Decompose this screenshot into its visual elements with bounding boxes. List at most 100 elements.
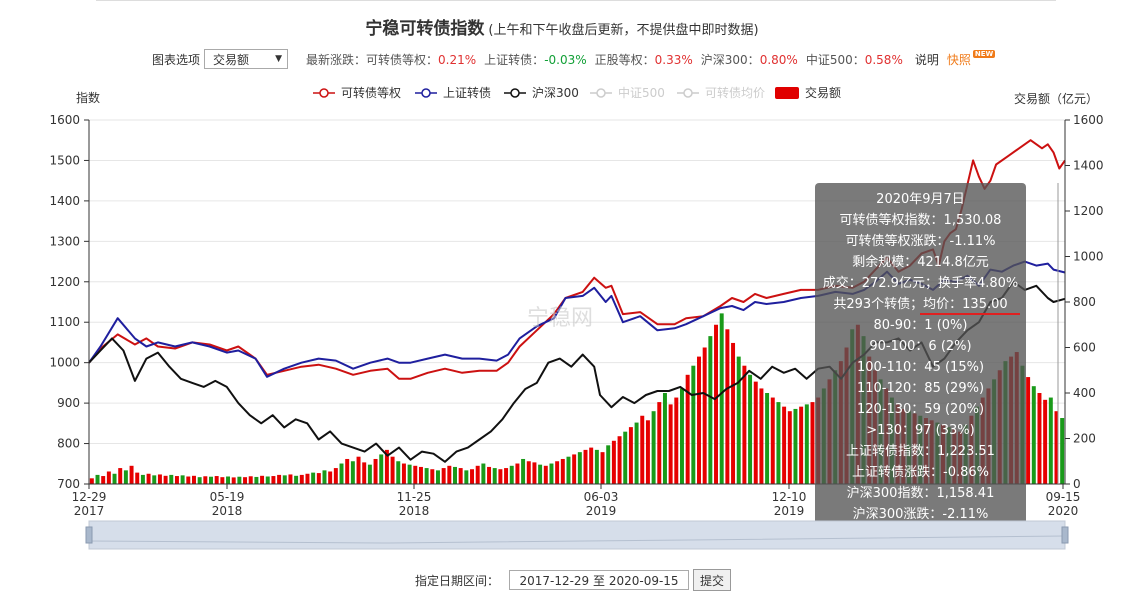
tooltip-box: [815, 183, 1026, 527]
volume-bar: [697, 356, 701, 484]
slider-track[interactable]: [88, 520, 1066, 550]
volume-bar: [1048, 397, 1053, 484]
volume-bar: [583, 449, 588, 484]
volume-bar: [594, 449, 599, 484]
tooltip-line: 上证转债指数：1,223.51: [846, 444, 995, 459]
volume-bar: [549, 463, 554, 484]
chart-options-select[interactable]: 交易额 ▼: [204, 49, 289, 69]
legend-swatch: [775, 87, 799, 99]
volume-bar: [628, 427, 633, 484]
y-left-tick-label: 1000: [49, 356, 80, 370]
volume-bar: [396, 461, 401, 484]
volume-bar: [322, 470, 327, 484]
volume-bar: [401, 463, 406, 484]
volume-bar: [135, 472, 140, 484]
date-range-input[interactable]: 2017-12-29 至 2020-09-15: [509, 570, 690, 590]
change-label: 中证500：: [805, 52, 865, 67]
title-row: 宁稳可转债指数 (上午和下午收盘后更新，不提供盘中即时数据): [0, 14, 1124, 39]
y-right-tick-label: 1200: [1073, 204, 1104, 218]
volume-bar: [464, 470, 469, 484]
tooltip-line: 沪深300涨跌：-2.11%: [853, 506, 989, 522]
tooltip-line: 共293个转债；均价：135.00: [833, 297, 1007, 312]
legend-label: 上证转债: [443, 85, 491, 100]
slider-handle[interactable]: [1061, 526, 1069, 544]
volume-bar: [373, 458, 378, 484]
x-tick-year: 2019: [774, 504, 805, 518]
volume-bar: [521, 458, 526, 484]
y-left-tick-label: 1200: [49, 275, 80, 289]
tooltip-line: 可转债等权指数：1,530.08: [840, 212, 1002, 228]
change-label: 上证转债：: [484, 52, 545, 67]
volume-bar: [260, 475, 265, 484]
volume-bar: [753, 381, 758, 484]
volume-bar: [209, 476, 213, 484]
volume-bar: [736, 356, 741, 484]
date-range-row: 指定日期区间： 2017-12-29 至 2020-09-15 提交: [415, 569, 732, 591]
volume-bar: [447, 465, 452, 484]
x-tick-label: 12-29: [72, 490, 107, 504]
volume-bar: [435, 470, 440, 484]
volume-bar: [538, 464, 543, 484]
volume-bar: [498, 469, 503, 484]
volume-bar: [611, 440, 616, 484]
volume-bar: [203, 476, 208, 484]
volume-bar: [577, 452, 582, 484]
volume-bar: [367, 464, 372, 484]
volume-bar: [248, 476, 253, 484]
volume-bar: [390, 456, 395, 484]
volume-bar: [384, 449, 389, 484]
y-left-tick-label: 1400: [49, 194, 80, 208]
volume-bar: [197, 477, 202, 484]
slider-handle[interactable]: [85, 526, 93, 544]
dropdown-arrow-icon: ▼: [275, 54, 283, 64]
latest-change-label: 最新涨跌：: [306, 52, 367, 67]
volume-bar: [214, 476, 219, 484]
volume-bar: [157, 474, 162, 484]
volume-bar: [725, 329, 730, 484]
volume-bar: [265, 476, 270, 484]
volume-bar: [169, 474, 174, 484]
volume-bar: [662, 393, 667, 484]
volume-bar: [492, 468, 497, 484]
volume-bar: [95, 474, 100, 484]
volume-bar: [560, 458, 565, 484]
volume-bar: [254, 476, 259, 484]
volume-bar: [123, 470, 128, 484]
volume-bar: [231, 477, 236, 484]
volume-bar: [759, 388, 764, 484]
volume-bar: [418, 466, 423, 484]
volume-bar: [719, 313, 724, 484]
volume-bar: [804, 404, 809, 484]
x-tick-label: 12-10: [772, 490, 807, 504]
volume-bar: [118, 468, 123, 484]
volume-bar: [174, 476, 179, 484]
volume-bar: [623, 431, 628, 484]
volume-bar: [328, 471, 333, 484]
volume-bar: [1060, 418, 1065, 484]
volume-bar: [475, 465, 480, 484]
x-tick-year: 2018: [399, 504, 430, 518]
volume-bar: [89, 478, 94, 484]
volume-bar: [509, 465, 514, 484]
options-row: 图表选项 交易额 ▼ 最新涨跌： 可转债等权：0.21% 上证转债：-0.03% 正…: [152, 48, 996, 70]
submit-button[interactable]: 提交: [693, 569, 732, 591]
volume-bar: [657, 402, 662, 484]
y-left-tick-label: 1300: [49, 234, 80, 248]
tooltip-line: 可转债等权涨跌：-1.11%: [846, 233, 996, 249]
x-tick-year: 2017: [74, 504, 105, 518]
volume-bar: [226, 476, 231, 484]
volume-bar: [186, 476, 191, 484]
volume-bar: [679, 388, 684, 484]
snapshot-link[interactable]: 快照: [946, 52, 971, 67]
volume-bar: [299, 474, 304, 484]
y-left-axis-label: 指数: [76, 90, 100, 105]
date-range-label: 指定日期区间：: [415, 573, 500, 588]
volume-bar: [674, 397, 679, 484]
range-slider[interactable]: [85, 520, 1069, 550]
volume-bar: [572, 454, 577, 484]
volume-bar: [810, 402, 815, 484]
explain-link[interactable]: 说明: [914, 52, 939, 67]
volume-bar: [350, 461, 355, 484]
volume-bar: [305, 473, 310, 484]
